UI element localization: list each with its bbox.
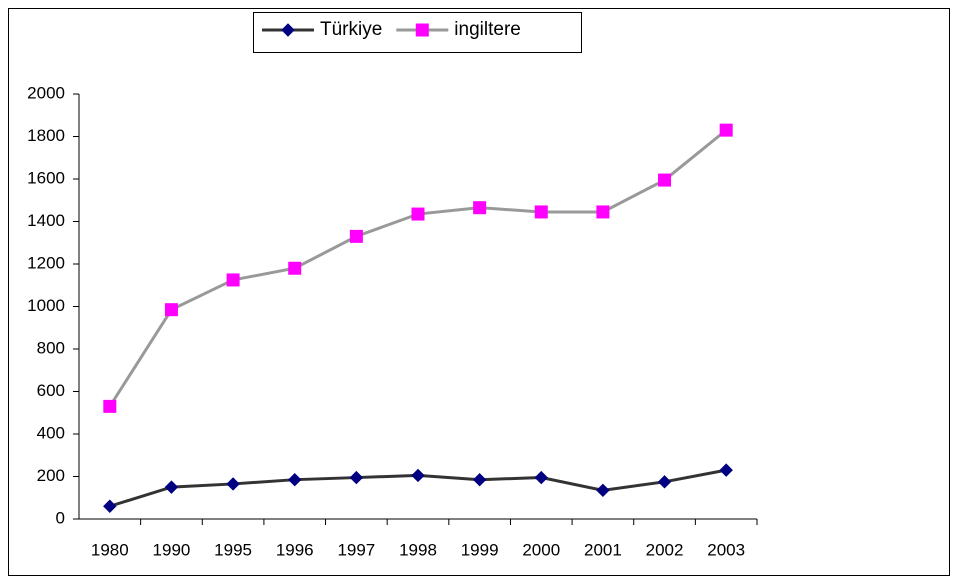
- marker: [226, 273, 240, 287]
- marker: [719, 123, 733, 137]
- y-tick-label: 800: [37, 338, 65, 357]
- marker: [596, 205, 610, 219]
- marker: [658, 173, 672, 187]
- y-tick-label: 0: [56, 508, 65, 527]
- y-tick-label: 1600: [27, 168, 65, 187]
- y-tick-label: 200: [37, 466, 65, 485]
- x-tick-label: 1990: [153, 540, 191, 559]
- x-tick-label: 2003: [707, 540, 745, 559]
- marker: [473, 201, 487, 215]
- marker: [596, 483, 610, 498]
- marker: [349, 470, 364, 485]
- chart-border: [8, 8, 950, 576]
- marker: [534, 205, 548, 219]
- marker: [164, 303, 178, 317]
- x-tick-label: 2000: [522, 540, 560, 559]
- x-tick-label: 1997: [337, 540, 375, 559]
- marker: [281, 23, 295, 37]
- marker: [288, 472, 302, 487]
- y-tick-label: 2000: [27, 83, 65, 102]
- marker: [657, 475, 672, 489]
- marker: [103, 399, 117, 413]
- x-tick-label: 2001: [584, 540, 622, 559]
- x-tick-label: 2002: [646, 540, 684, 559]
- y-tick-label: 400: [37, 423, 65, 442]
- x-tick-label: 1995: [214, 540, 252, 559]
- y-tick-label: 1400: [27, 211, 65, 230]
- x-tick-label: 1999: [461, 540, 499, 559]
- x-tick-label: 1980: [91, 540, 129, 559]
- marker: [534, 470, 548, 485]
- x-tick-label: 1998: [399, 540, 437, 559]
- y-tick-label: 1000: [27, 296, 65, 315]
- marker: [288, 261, 302, 275]
- marker: [472, 472, 487, 487]
- marker: [411, 468, 425, 483]
- marker: [103, 499, 117, 513]
- marker: [719, 463, 733, 477]
- y-tick-label: 1800: [27, 126, 65, 145]
- y-tick-label: 600: [37, 381, 65, 400]
- legend-label: ingiltere: [454, 19, 521, 40]
- marker: [415, 23, 429, 37]
- marker: [226, 477, 240, 491]
- y-tick-label: 1200: [27, 253, 65, 272]
- legend-label: Türkiye: [320, 19, 382, 40]
- marker: [411, 207, 425, 221]
- marker: [349, 229, 363, 243]
- marker: [164, 480, 179, 494]
- x-tick-label: 1996: [276, 540, 314, 559]
